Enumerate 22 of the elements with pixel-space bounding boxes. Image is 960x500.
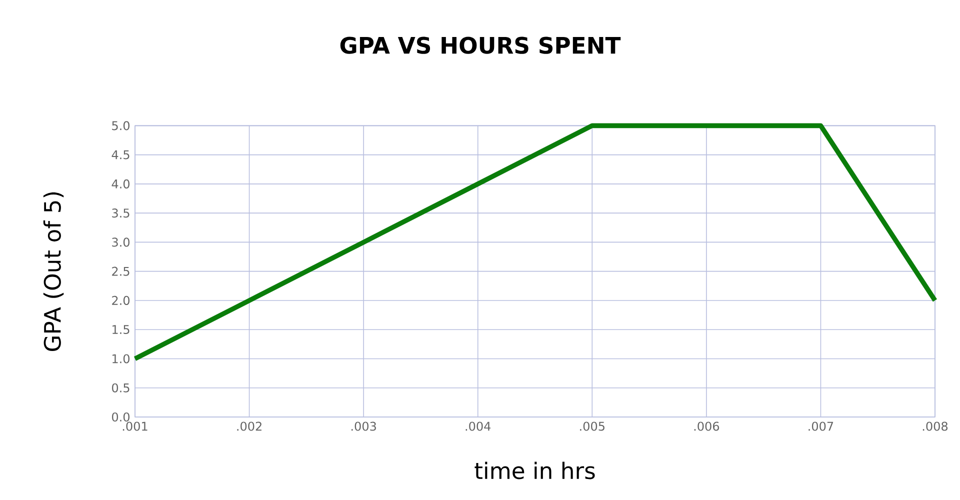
y-tick-label: 4.0 [112,179,130,188]
x-tick-label: .007 [808,422,834,431]
x-axis-title: time in hrs [474,462,595,480]
y-tick-label: 1.5 [112,325,130,334]
y-tick-label: 0.0 [112,412,130,422]
y-tick-label: 3.0 [112,238,130,247]
y-tick-label: 1.0 [112,354,130,364]
x-tick-label: .001 [122,422,148,431]
x-tick-label: .005 [580,422,604,431]
x-tick-label: .003 [351,422,376,431]
y-tick-label: 5.0 [112,121,130,130]
chart-title: GPA VS HOURS SPENT [340,36,621,54]
y-tick-label: 2.5 [112,266,130,276]
y-tick-label: 2.0 [112,296,130,305]
x-tick-label: .002 [237,422,262,431]
y-tick-label: 4.5 [112,150,130,160]
x-tick-label: .004 [466,422,491,431]
y-tick-label: 0.5 [112,383,130,392]
y-tick-label: 3.5 [112,208,130,218]
x-tick-label: .008 [922,422,948,431]
x-tick-label: .006 [694,422,720,431]
y-axis-title: GPA (Out of 5) [43,192,64,352]
